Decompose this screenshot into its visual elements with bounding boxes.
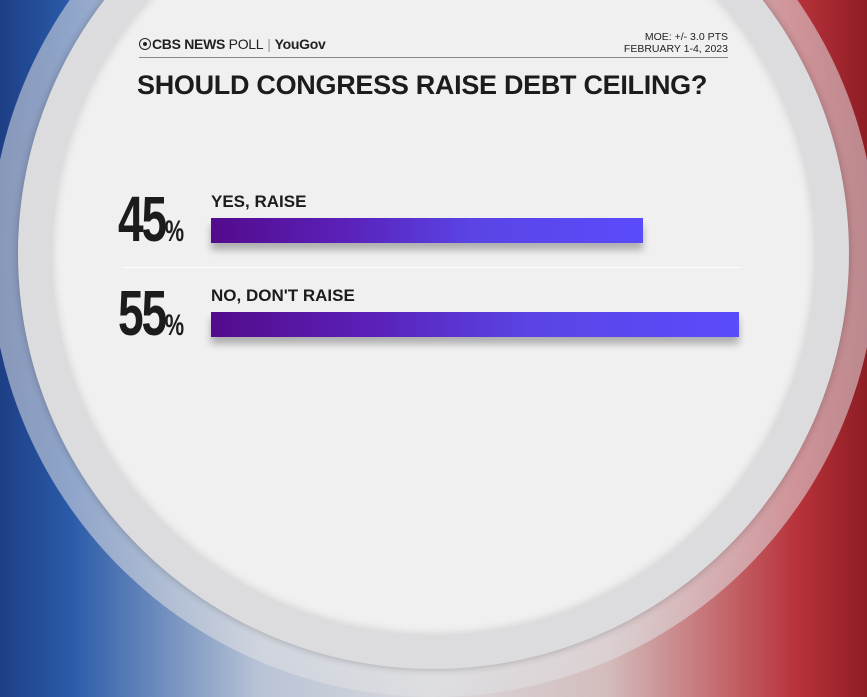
row-divider — [123, 267, 740, 268]
percent-sign: % — [164, 309, 185, 342]
cbs-eye-icon — [139, 38, 151, 50]
bar-1 — [211, 312, 739, 337]
poll-dates: FEBRUARY 1-4, 2023 — [623, 43, 728, 55]
value-number: 55 — [118, 277, 167, 349]
bar-0 — [211, 218, 643, 243]
chart-title: SHOULD CONGRESS RAISE DEBT CEILING? — [137, 70, 708, 100]
poll-meta: MOE: +/- 3.0 PTS FEBRUARY 1-4, 2023 — [624, 31, 728, 55]
brand-logo: CBS NEWS POLL | YouGov — [139, 36, 326, 52]
moe: MOE: +/- 3.0 PTS — [644, 31, 728, 43]
percent-sign: % — [164, 215, 185, 248]
value-label: 45% — [118, 182, 184, 256]
value-number: 45 — [118, 183, 167, 255]
category-label: YES, RAISE — [211, 192, 307, 211]
header-rule — [139, 57, 728, 58]
value-label: 55% — [118, 276, 184, 350]
category-label: NO, DON'T RAISE — [211, 286, 355, 305]
